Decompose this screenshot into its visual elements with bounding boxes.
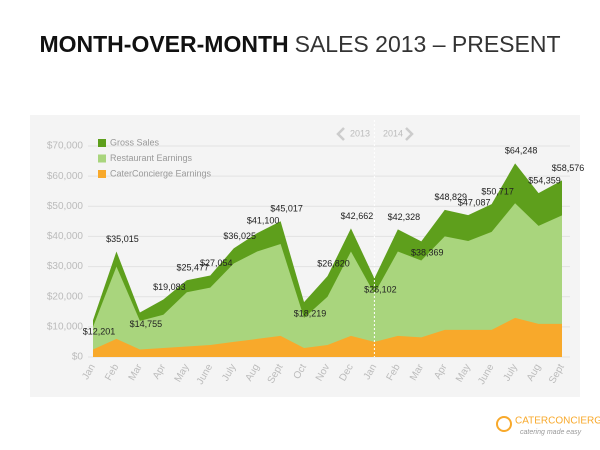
- data-label: $19,083: [153, 282, 186, 292]
- data-label: $64,248: [505, 146, 538, 156]
- data-label: $36,025: [223, 231, 256, 241]
- data-label: $35,015: [106, 234, 139, 244]
- data-label: $41,100: [247, 215, 280, 225]
- data-label: $12,201: [83, 327, 116, 337]
- y-tick-label: $70,000: [47, 141, 84, 152]
- year-label: 2014: [383, 128, 403, 138]
- data-label: $54,359: [528, 176, 561, 186]
- data-label: $42,328: [388, 212, 421, 222]
- prev-chevron: [336, 127, 345, 141]
- data-label: $42,662: [341, 211, 374, 221]
- data-label: $26,102: [364, 285, 397, 295]
- next-chevron: [405, 127, 414, 141]
- y-tick-label: $60,000: [47, 171, 84, 182]
- y-tick-label: $10,000: [47, 321, 84, 332]
- y-tick-label: $40,000: [47, 231, 84, 242]
- year-label: 2013: [350, 128, 370, 138]
- brand-tagline: catering made easy: [520, 429, 582, 436]
- area: [93, 317, 562, 357]
- title-bold: MONTH-OVER-MONTH: [39, 31, 288, 57]
- data-label: $26,820: [317, 259, 350, 269]
- y-tick-label: $0: [72, 352, 84, 363]
- title-rest: SALES 2013 – PRESENT: [295, 31, 561, 57]
- data-label: $47,087: [458, 197, 491, 207]
- y-tick-label: $20,000: [47, 291, 84, 302]
- data-label: $18,219: [294, 308, 327, 318]
- data-label: $14,755: [130, 319, 163, 329]
- legend-label: Gross Sales: [110, 137, 160, 147]
- data-label: $27,054: [200, 258, 233, 268]
- legend-swatch: [98, 139, 106, 147]
- data-label: $48,829: [434, 192, 467, 202]
- brand-name: CATERCONCIERGE: [515, 416, 600, 427]
- chart-title: MONTH-OVER-MONTH SALES 2013 – PRESENT: [39, 31, 560, 57]
- legend-swatch: [98, 170, 106, 178]
- data-label: $25,477: [177, 263, 210, 273]
- legend-swatch: [98, 154, 106, 163]
- data-label: $45,017: [270, 204, 303, 214]
- data-label: $50,717: [481, 186, 514, 196]
- logo-icon: [496, 416, 512, 432]
- area: [93, 203, 562, 357]
- legend-label: CaterConcierge Earnings: [110, 168, 212, 178]
- y-tick-label: $30,000: [47, 261, 84, 272]
- data-label: $58,576: [552, 163, 585, 173]
- data-label: $38,369: [411, 248, 444, 258]
- legend-label: Restaurant Earnings: [110, 153, 193, 163]
- y-tick-label: $50,000: [47, 201, 84, 212]
